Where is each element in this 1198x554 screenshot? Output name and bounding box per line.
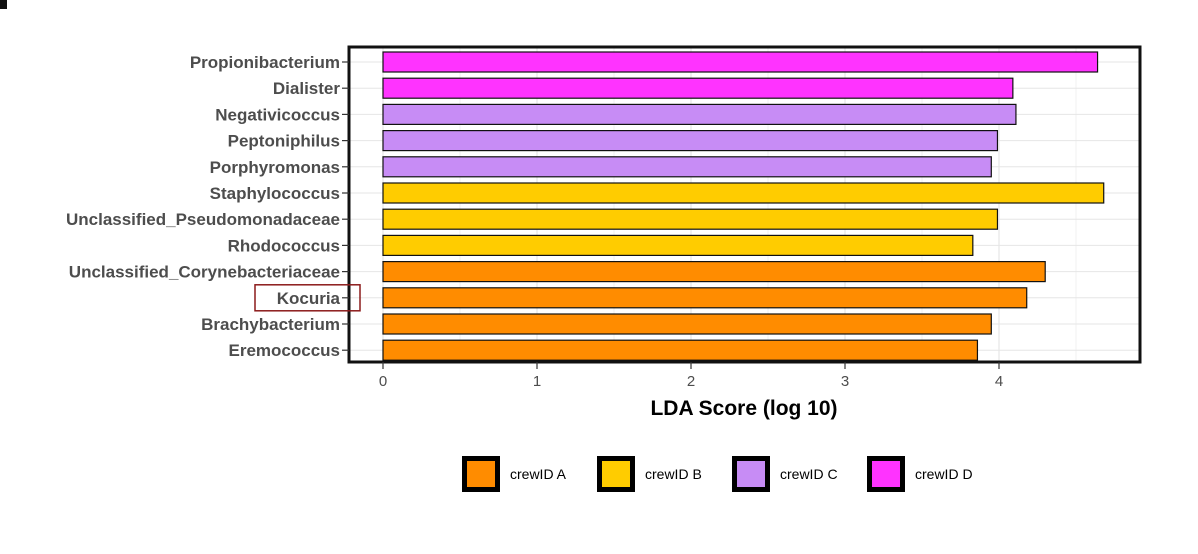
bar-propionibacterium	[382, 51, 1099, 73]
category-label-unclassified_pseudomonadaceae: Unclassified_Pseudomonadaceae	[66, 210, 340, 229]
category-label-eremococcus: Eremococcus	[229, 341, 341, 360]
legend-label-crewid-c: crewID C	[780, 466, 838, 482]
category-label-negativicoccus: Negativicoccus	[215, 105, 340, 124]
bar-porphyromonas	[382, 156, 992, 178]
y-axis-ticks	[342, 61, 349, 351]
legend-swatch-crewid-d	[872, 461, 900, 487]
category-label-porphyromonas: Porphyromonas	[210, 158, 340, 177]
legend-label-crewid-b: crewID B	[645, 466, 702, 482]
bar-brachybacterium	[382, 313, 992, 335]
category-label-rhodococcus: Rhodococcus	[228, 236, 340, 255]
bar-kocuria	[382, 287, 1028, 309]
bar-dialister	[382, 77, 1014, 99]
x-tick-label-1: 1	[533, 373, 541, 390]
category-label-propionibacterium: Propionibacterium	[190, 53, 340, 72]
legend-swatch-crewid-b	[602, 461, 630, 487]
legend-label-crewid-d: crewID D	[915, 466, 973, 482]
panel-border	[347, 45, 1142, 364]
bar-negativicoccus	[382, 103, 1017, 126]
x-tick-label-2: 2	[687, 373, 695, 390]
category-label-brachybacterium: Brachybacterium	[201, 315, 340, 334]
x-axis-ticks: 0 1 2 3 4	[379, 362, 1003, 390]
x-axis-title: LDA Score (log 10)	[650, 397, 837, 420]
legend: crewID A crewID B crewID C crewID D	[462, 456, 973, 492]
bar-eremococcus	[382, 339, 979, 361]
category-label-unclassified_corynebacteriaceae: Unclassified_Corynebacteriaceae	[69, 263, 340, 282]
legend-swatch-crewid-c	[737, 461, 765, 487]
x-tick-label-3: 3	[841, 373, 849, 390]
bar-staphylococcus	[382, 182, 1105, 204]
x-tick-label-4: 4	[995, 373, 1003, 390]
bars	[382, 51, 1105, 361]
bar-peptoniphilus	[382, 130, 999, 152]
bar-rhodococcus	[382, 234, 974, 256]
category-label-staphylococcus: Staphylococcus	[210, 184, 340, 203]
category-label-dialister: Dialister	[273, 79, 340, 98]
legend-swatch-crewid-a	[467, 461, 495, 487]
bar-unclassified_pseudomonadaceae	[382, 208, 999, 230]
bar-unclassified_corynebacteriaceae	[382, 261, 1046, 283]
highlight-box-kocuria	[254, 284, 361, 312]
category-label-peptoniphilus: Peptoniphilus	[228, 132, 340, 151]
category-label-kocuria: Kocuria	[277, 289, 341, 308]
x-tick-label-0: 0	[379, 373, 387, 390]
legend-label-crewid-a: crewID A	[510, 466, 567, 482]
figure-corner-mark	[0, 0, 7, 9]
y-axis-labels: Propionibacterium Dialister Negativicoccus…	[66, 53, 361, 360]
